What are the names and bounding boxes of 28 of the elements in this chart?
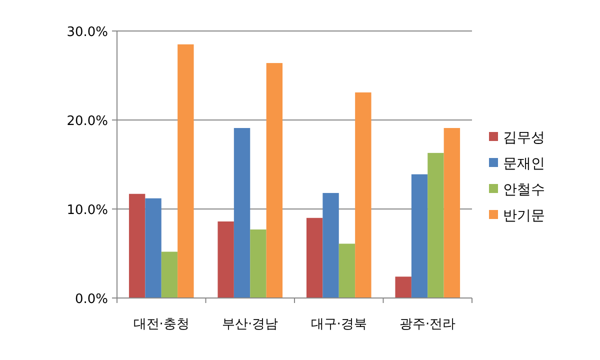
legend-label: 김무성 bbox=[503, 130, 545, 146]
x-tick-label: 부산·경남 bbox=[222, 317, 278, 332]
bar bbox=[250, 229, 266, 298]
bar bbox=[218, 221, 234, 298]
bar bbox=[306, 218, 323, 298]
bar bbox=[266, 63, 283, 298]
y-tick-label: 30.0% bbox=[66, 25, 108, 40]
legend-label: 반기문 bbox=[503, 208, 545, 224]
legend-label: 안철수 bbox=[503, 182, 545, 198]
bar bbox=[355, 92, 372, 298]
y-tick-label: 0.0% bbox=[74, 292, 108, 307]
bar bbox=[411, 174, 428, 298]
y-tick-label: 20.0% bbox=[66, 114, 108, 129]
bar bbox=[234, 128, 250, 298]
bar bbox=[145, 198, 162, 298]
bar bbox=[395, 276, 412, 298]
bar bbox=[322, 192, 339, 298]
bar bbox=[161, 252, 178, 298]
x-tick-label: 대전·충청 bbox=[133, 317, 190, 332]
bar bbox=[428, 152, 444, 298]
x-tick-label: 광주·전라 bbox=[400, 317, 456, 332]
bar bbox=[128, 194, 146, 298]
bar bbox=[178, 44, 194, 298]
x-tick-label: 대구·경북 bbox=[310, 317, 367, 332]
bar bbox=[444, 128, 460, 298]
legend-label: 문재인 bbox=[503, 156, 545, 172]
bar bbox=[338, 244, 356, 298]
y-tick-label: 10.0% bbox=[66, 203, 108, 218]
